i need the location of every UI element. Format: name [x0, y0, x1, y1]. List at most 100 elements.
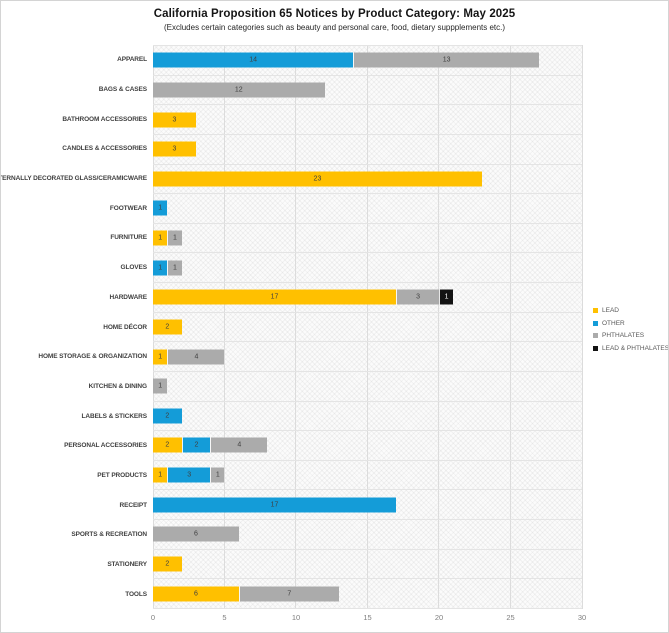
category-label: LABELS & STICKERS — [81, 412, 148, 420]
stacked-bar: 17 — [153, 497, 582, 513]
category-label: RECEIPT — [119, 501, 148, 509]
x-axis: 0 5 10 15 20 25 30 — [150, 609, 586, 623]
bar-segment: 1 — [438, 289, 454, 305]
legend-swatch-icon — [593, 333, 598, 338]
legend-swatch-icon — [593, 345, 598, 351]
category-axis: APPAREL BAGS & CASES BATHROOM ACCESSORIES C… — [0, 45, 148, 609]
chart-title: California Proposition 65 Notices by Pro… — [153, 8, 516, 20]
bar-segment: 1 — [153, 349, 168, 365]
legend-item: OTHER — [593, 320, 668, 327]
stacked-bar: 23 — [153, 171, 582, 187]
chart-row: 3 — [153, 135, 582, 165]
bar-segment: 4 — [210, 437, 268, 453]
bar-segment: 1 — [153, 200, 168, 216]
stacked-bar: 1 — [153, 200, 582, 216]
bar-segment: 6 — [153, 586, 239, 602]
bar-segment: 3 — [167, 467, 211, 483]
gridline — [581, 45, 583, 609]
bar-rows: 14 13 12 3 3 23 1 1 1 1 1 17 3 1 2 1 4 1 2 2 2 4 1 3 1 17 6 2 6 7 — [153, 45, 582, 609]
bar-segment: 1 — [153, 260, 168, 276]
bar-segment: 2 — [153, 319, 182, 335]
chart-row: 12 — [153, 76, 582, 106]
bar-segment: 2 — [153, 408, 182, 424]
bar-segment: 2 — [181, 437, 211, 453]
category-label: APPAREL — [117, 56, 147, 64]
legend-label: LEAD — [602, 307, 619, 314]
bar-segment: 13 — [353, 52, 540, 68]
category-label: BATHROOM ACCESSORIES — [62, 115, 147, 123]
category-label: TOOLS — [125, 590, 147, 598]
bar-segment: 1 — [167, 230, 182, 246]
x-tick-label: 30 — [577, 613, 587, 622]
category-label: CANDLES & ACCESSORIES — [62, 145, 147, 153]
bar-segment: 1 — [153, 467, 168, 483]
bar-segment: 7 — [238, 586, 339, 602]
chart-row: 23 — [153, 165, 582, 195]
bar-segment: 6 — [153, 526, 239, 542]
chart-row: 3 — [153, 105, 582, 135]
legend-item: LEAD & PHTHALATES — [593, 344, 669, 352]
gridline — [367, 45, 368, 609]
category-label: FOOTWEAR — [109, 204, 147, 212]
bar-segment: 17 — [153, 497, 397, 513]
legend-swatch-icon — [593, 308, 598, 313]
bar-segment: 4 — [167, 349, 225, 365]
bar-segment: 17 — [153, 289, 397, 305]
legend-item: LEAD — [593, 307, 668, 314]
x-tick-label: 20 — [434, 613, 444, 622]
gridline — [223, 45, 225, 609]
bar-segment: 3 — [153, 141, 196, 157]
chart-row: 17 — [153, 490, 582, 520]
category-label: STATIONERY — [107, 561, 147, 569]
category-label: HOME DÉCOR — [103, 323, 147, 331]
category-label: EXTERNALLY DECORATED GLASS/CERAMICWARE — [0, 175, 147, 183]
x-tick-label: 15 — [363, 613, 372, 622]
chart-row: 6 — [153, 520, 582, 550]
legend-label: LEAD & PHTHALATES — [602, 344, 669, 352]
category-label: GLOVES — [120, 264, 148, 272]
legend: LEAD OTHER PHTHALATES LEAD & PHTHALATES — [593, 307, 669, 357]
x-tick-label: 10 — [291, 613, 301, 622]
legend-swatch-icon — [593, 320, 598, 326]
chart-row: 1 — [153, 372, 582, 402]
x-tick-label: 5 — [222, 613, 227, 622]
bar-segment: 2 — [153, 437, 182, 453]
category-label: HOME STORAGE & ORGANIZATION — [38, 353, 147, 361]
plot-area: 14 13 12 3 3 23 1 1 1 1 1 17 3 1 2 1 4 1 2 2 2 4 1 3 1 17 6 2 6 7 — [152, 45, 583, 609]
gridline — [510, 45, 511, 609]
chart-row: 1 — [153, 194, 582, 224]
stacked-bar: 1 — [153, 378, 582, 394]
bar-segment: 1 — [153, 378, 168, 394]
category-label: BAGS & CASES — [98, 86, 147, 94]
bar-segment: 1 — [167, 260, 182, 276]
category-label: FURNITURE — [110, 234, 147, 242]
gridline — [295, 45, 297, 609]
legend-item: PHTHALATES — [593, 332, 668, 339]
category-label: KITCHEN & DINING — [88, 382, 147, 390]
bar-segment: 14 — [153, 52, 354, 68]
stacked-bar: 14 13 — [153, 52, 582, 68]
gridline — [438, 45, 440, 609]
category-label: PET PRODUCTS — [97, 471, 147, 479]
bar-segment: 3 — [396, 289, 439, 305]
bar-segment: 23 — [153, 171, 482, 187]
chart-row: 2 — [153, 550, 582, 580]
chart-row: 14 13 — [153, 46, 582, 76]
legend-label: PHTHALATES — [602, 332, 645, 339]
stacked-bar: 3 — [153, 112, 582, 128]
stacked-bar: 2 — [153, 556, 582, 572]
category-label: SPORTS & RECREATION — [71, 531, 147, 539]
chart-row: 2 — [153, 402, 582, 432]
x-tick-label: 25 — [506, 613, 515, 622]
chart-subtitle: (Excludes certain categories such as bea… — [163, 23, 506, 32]
x-tick-label: 0 — [150, 613, 156, 622]
